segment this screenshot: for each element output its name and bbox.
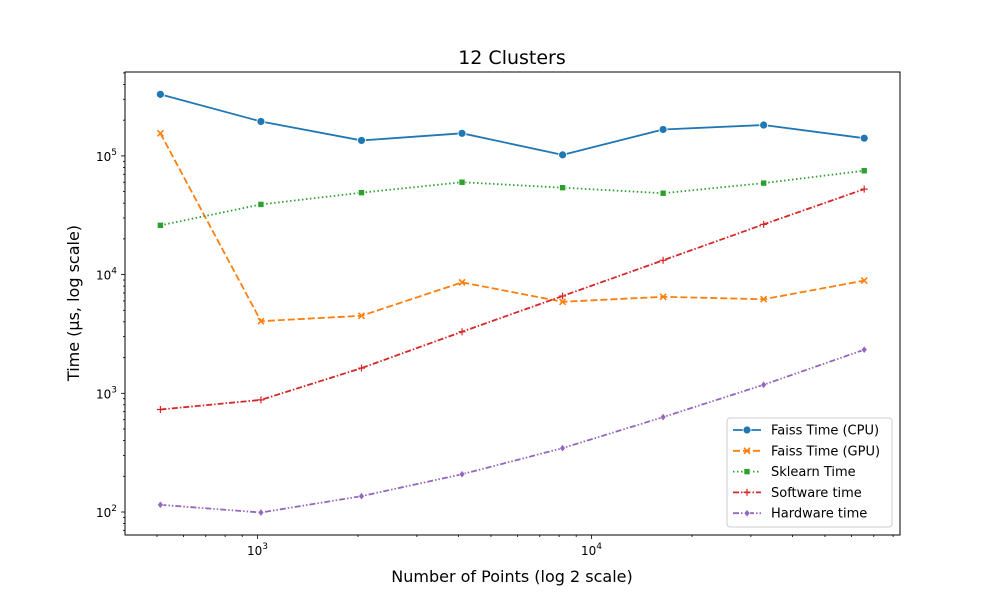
legend-item: Faiss Time (CPU) (733, 424, 879, 439)
data-point (458, 178, 466, 186)
y-axis: 102 103 104 105 (96, 72, 125, 531)
data-point (156, 406, 164, 414)
y-tick-label: 102 (96, 504, 117, 520)
series-faiss-time-cpu (155, 89, 869, 160)
legend-label: Faiss Time (GPU) (771, 444, 880, 459)
y-axis-title: Time (µs, log scale) (64, 225, 83, 382)
data-point (458, 469, 466, 479)
legend-item: Faiss Time (GPU) (733, 444, 880, 459)
data-point (559, 292, 567, 300)
data-point (157, 222, 164, 229)
data-point (357, 136, 366, 145)
legend-marker (743, 468, 751, 475)
data-point (859, 133, 869, 143)
data-point (257, 508, 265, 517)
x-axis-title: Number of Points (log 2 scale) (391, 567, 632, 586)
data-point (558, 150, 567, 160)
data-point (559, 443, 566, 453)
series-sklearn-time (157, 167, 868, 229)
y-tick-label: 104 (96, 267, 117, 283)
legend-label: Faiss Time (CPU) (771, 424, 879, 439)
data-point (759, 120, 769, 130)
data-point (458, 328, 466, 336)
data-point (458, 278, 466, 286)
data-point (659, 293, 667, 301)
series-layer (155, 89, 869, 517)
data-point (658, 125, 668, 134)
data-point (155, 89, 165, 99)
legend-marker (743, 488, 751, 496)
data-point (760, 220, 768, 228)
data-point (860, 185, 868, 193)
data-point (257, 396, 265, 404)
series-line (160, 348, 865, 514)
data-point (257, 317, 265, 325)
legend-label: Sklearn Time (771, 465, 856, 480)
data-point (358, 491, 365, 501)
data-point (860, 167, 868, 175)
legend-label: Hardware time (771, 507, 867, 522)
data-point (860, 277, 868, 285)
y-tick-label: 103 (96, 385, 117, 401)
series-hardware-time (157, 345, 868, 517)
x-axis: 103 104 (156, 535, 894, 558)
x-tick-label: 103 (247, 542, 268, 558)
data-point (156, 129, 164, 137)
y-tick-label: 105 (96, 148, 117, 164)
data-point (659, 412, 667, 422)
legend: Faiss Time (CPU) Faiss Time (GPU) Sklearn … (726, 417, 893, 528)
data-point (659, 189, 667, 197)
series-software-time (156, 185, 868, 414)
legend-marker (743, 447, 751, 455)
series-line (160, 188, 865, 411)
x-tick-label: 104 (581, 542, 602, 558)
data-point (559, 298, 567, 306)
series-line (160, 93, 865, 156)
data-point (457, 128, 467, 138)
legend-marker (743, 508, 751, 518)
data-point (760, 295, 768, 303)
data-point (357, 312, 366, 320)
data-point (157, 500, 164, 510)
data-point (256, 117, 266, 126)
data-point (659, 256, 667, 264)
data-point (760, 179, 767, 187)
legend-box (726, 417, 893, 528)
data-point (358, 189, 365, 196)
legend-item: Sklearn Time (733, 465, 856, 480)
series-faiss-time-gpu (156, 129, 868, 325)
legend-marker (742, 425, 752, 435)
legend-label: Software time (771, 486, 862, 501)
data-point (760, 380, 768, 390)
data-point (357, 364, 365, 372)
series-line (159, 132, 865, 323)
data-point (257, 201, 265, 208)
legend-item: Hardware time (733, 507, 867, 522)
legend-item: Software time (733, 486, 862, 501)
data-point (860, 345, 868, 354)
data-point (559, 184, 566, 191)
chart-title: 12 Clusters (458, 47, 566, 69)
